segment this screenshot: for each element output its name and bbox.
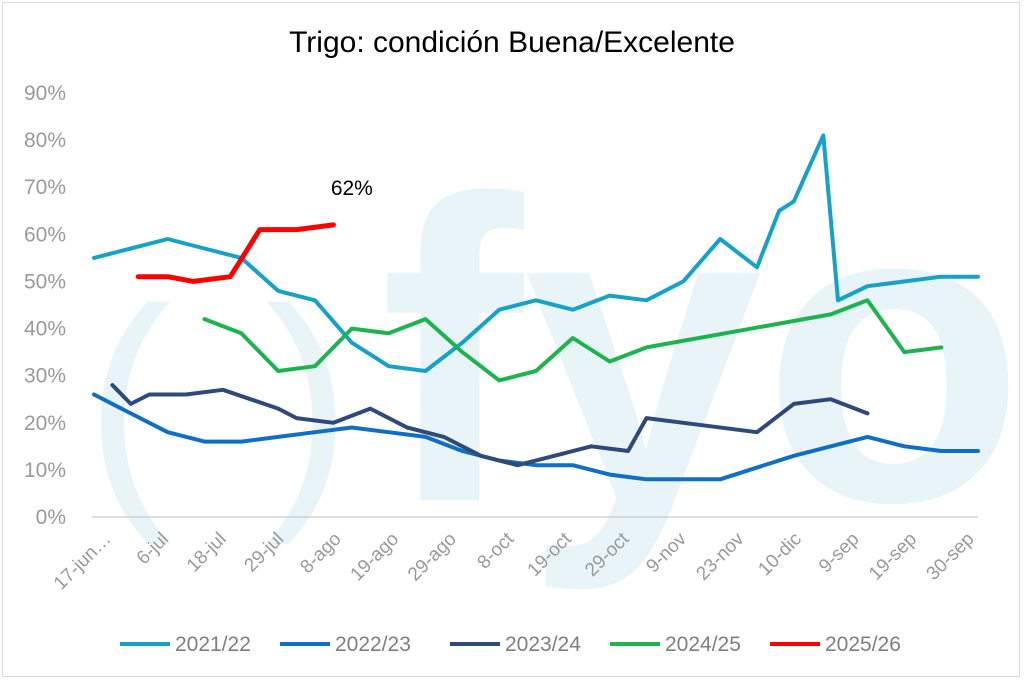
watermark: fyo ( ) [85,112,1024,594]
annotation-label: 62% [331,177,373,200]
x-tick-label: 18-jul [183,529,231,577]
y-tick-label: 60% [24,223,66,246]
y-tick-label: 70% [24,176,66,199]
watermark-paren-close: ) [265,256,352,547]
y-tick-label: 30% [24,365,66,388]
legend-label: 2022/23 [335,633,411,656]
legend-label: 2025/26 [825,633,901,656]
legend: 2021/22 2022/23 2023/24 2024/25 2025/26 [120,633,901,656]
legend-label: 2023/24 [505,633,581,656]
y-axis: 0% 10% 20% 30% 40% 50% 60% 70% 80% 90% [24,82,66,529]
watermark-text: fyo [380,112,1024,594]
y-tick-label: 50% [24,270,66,293]
chart-title: Trigo: condición Buena/Excelente [289,26,735,59]
legend-label: 2021/22 [175,633,251,656]
series-line-2021-22 [92,133,980,373]
y-tick-label: 80% [24,129,66,152]
series-group [92,133,980,482]
series-line-2024-25 [202,298,944,383]
legend-label: 2024/25 [665,633,741,656]
y-tick-label: 0% [36,506,66,529]
y-tick-label: 10% [24,459,66,482]
x-tick-label: 17-jun… [50,529,116,595]
series-line-2023-24 [110,383,870,468]
y-tick-label: 20% [24,412,66,435]
series-line-2025-26 [135,222,336,284]
y-tick-label: 90% [24,82,66,105]
y-tick-label: 40% [24,318,66,341]
